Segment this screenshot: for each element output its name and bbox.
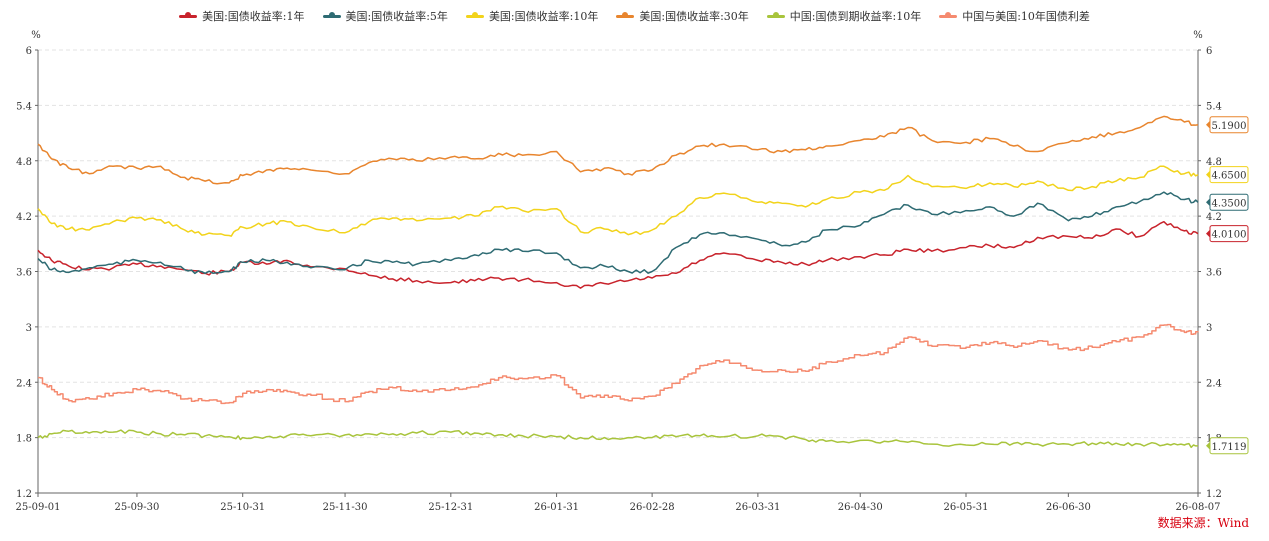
legend-swatch [465,12,484,18]
y-tick-label-right: 4.8 [1206,157,1222,168]
y-tick-label-left: 1.8 [16,434,32,445]
series-line [38,323,1199,405]
x-tick-label: 26-06-30 [1046,502,1091,513]
y-tick-label-left: 2.4 [16,378,32,389]
x-tick-label: 25-09-01 [16,502,61,513]
legend-item[interactable]: 美国:国债收益率:5年 [322,8,448,24]
legend-item[interactable]: 美国:国债收益率:1年 [179,8,305,24]
y-tick-label-right: 5.4 [1206,101,1222,112]
legend-label: 美国:国债收益率:10年 [488,10,599,23]
end-value-pointer [1206,170,1210,179]
x-tick-label: 25-11-30 [323,502,368,513]
end-value-pointer [1206,441,1210,450]
chart-legend: 美国:国债收益率:1年 美国:国债收益率:5年 美国:国债收益率:10年 美国:国债收… [0,8,1269,24]
end-value-label: 4.3500 [1212,198,1247,209]
y-tick-label-left: 1.2 [16,489,32,500]
x-tick-label: 26-08-07 [1176,502,1221,513]
legend-swatch [766,12,785,18]
legend-swatch [322,12,341,18]
end-value-label: 1.7119 [1212,442,1247,453]
y-tick-label-right: 1.2 [1206,489,1222,500]
y-unit-left: % [31,30,41,41]
x-tick-label: 26-05-31 [944,502,989,513]
legend-item[interactable]: 中国与美国:10年国债利差 [939,8,1090,24]
y-tick-label-left: 3 [26,323,32,334]
data-source-note: 数据来源：Wind [1157,516,1249,530]
x-tick-label: 25-09-30 [114,502,159,513]
end-value-label: 4.6500 [1212,171,1247,182]
y-tick-label-right: 4.2 [1206,212,1222,223]
series-line [37,165,1199,237]
legend-item[interactable]: 中国:国债到期收益率:10年 [766,8,922,24]
x-tick-label: 26-01-31 [534,502,579,513]
y-tick-label-right: 2.4 [1206,378,1222,389]
end-value-pointer [1206,120,1210,129]
legend-label: 中国:国债到期收益率:10年 [789,10,922,23]
x-tick-label: 26-02-28 [630,502,675,513]
legend-swatch [616,12,635,18]
legend-swatch [939,12,958,18]
series-line [37,429,1198,449]
legend-label: 美国:国债收益率:5年 [345,10,448,23]
legend-item[interactable]: 美国:国债收益率:30年 [616,8,749,24]
y-tick-label-left: 4.2 [16,212,32,223]
y-unit-right: % [1193,30,1203,41]
y-tick-label-right: 3.6 [1206,268,1222,279]
x-tick-label: 26-03-31 [735,502,780,513]
series-line [37,115,1199,185]
series-line [37,191,1199,275]
y-tick-label-left: 3.6 [16,268,32,279]
x-tick-label: 25-10-31 [220,502,265,513]
y-tick-label-right: 6 [1206,46,1212,57]
x-tick-label: 26-04-30 [838,502,883,513]
legend-swatch [179,12,198,18]
end-value-label: 4.0100 [1212,230,1247,241]
end-value-label: 5.1900 [1212,121,1247,132]
end-value-pointer [1206,198,1210,207]
x-tick-label: 25-12-31 [428,502,473,513]
legend-item[interactable]: 美国:国债收益率:10年 [465,8,599,24]
legend-label: 美国:国债收益率:1年 [202,10,305,23]
y-tick-label-left: 6 [26,46,32,57]
legend-label: 美国:国债收益率:30年 [639,10,749,23]
y-tick-label-right: 3 [1206,323,1212,334]
end-value-pointer [1206,229,1210,238]
legend-label: 中国与美国:10年国债利差 [962,10,1090,23]
y-tick-label-left: 5.4 [16,101,32,112]
y-tick-label-left: 4.8 [16,157,32,168]
